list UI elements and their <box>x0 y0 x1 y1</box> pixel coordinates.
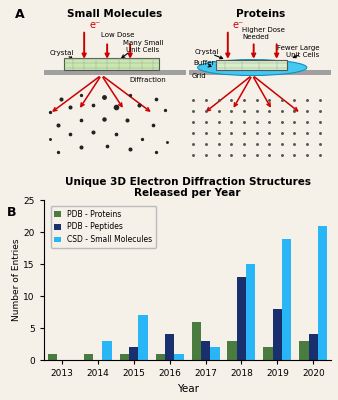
Bar <box>227 341 237 360</box>
Bar <box>165 334 174 360</box>
Text: Small Molecules: Small Molecules <box>67 9 162 19</box>
Text: Many Small
Unit Cells: Many Small Unit Cells <box>123 40 163 53</box>
Bar <box>309 334 318 360</box>
Bar <box>210 347 220 360</box>
Bar <box>120 354 129 360</box>
FancyBboxPatch shape <box>216 70 301 75</box>
FancyBboxPatch shape <box>189 70 218 75</box>
Bar <box>237 277 246 360</box>
Text: Grid: Grid <box>192 73 207 79</box>
Text: Proteins: Proteins <box>236 9 286 19</box>
Bar <box>84 354 93 360</box>
Legend: PDB - Proteins, PDB - Peptides, CSD - Small Molecules: PDB - Proteins, PDB - Peptides, CSD - Sm… <box>51 206 156 248</box>
Bar <box>299 341 309 360</box>
FancyBboxPatch shape <box>216 60 287 70</box>
Bar <box>318 226 327 360</box>
Bar <box>201 341 210 360</box>
Text: Buffer: Buffer <box>193 60 215 66</box>
Text: Fewer Large
Unit Cells: Fewer Large Unit Cells <box>277 45 320 58</box>
Text: Diffraction: Diffraction <box>129 77 166 83</box>
Text: Low Dose: Low Dose <box>101 32 135 38</box>
Bar <box>273 309 282 360</box>
Text: e⁻: e⁻ <box>90 20 101 30</box>
Bar <box>174 354 184 360</box>
Bar <box>246 264 256 360</box>
Bar <box>102 341 112 360</box>
X-axis label: Year: Year <box>176 384 199 394</box>
FancyBboxPatch shape <box>44 70 186 75</box>
Text: Crystal: Crystal <box>50 50 74 56</box>
Bar <box>48 354 57 360</box>
Title: Unique 3D Electron Diffraction Structures
Released per Year: Unique 3D Electron Diffraction Structure… <box>65 176 311 198</box>
Bar <box>282 239 291 360</box>
Y-axis label: Number of Entries: Number of Entries <box>11 239 21 321</box>
Ellipse shape <box>198 60 307 76</box>
Text: B: B <box>7 206 16 219</box>
Text: A: A <box>15 8 25 21</box>
FancyBboxPatch shape <box>299 70 331 75</box>
Bar <box>129 347 138 360</box>
Text: e⁻: e⁻ <box>232 20 243 30</box>
Bar <box>192 322 201 360</box>
Bar <box>138 315 148 360</box>
Bar <box>263 347 273 360</box>
Bar <box>155 354 165 360</box>
FancyBboxPatch shape <box>64 58 159 70</box>
Text: Higher Dose
Needed: Higher Dose Needed <box>242 27 285 40</box>
Text: Crystal: Crystal <box>195 49 219 55</box>
